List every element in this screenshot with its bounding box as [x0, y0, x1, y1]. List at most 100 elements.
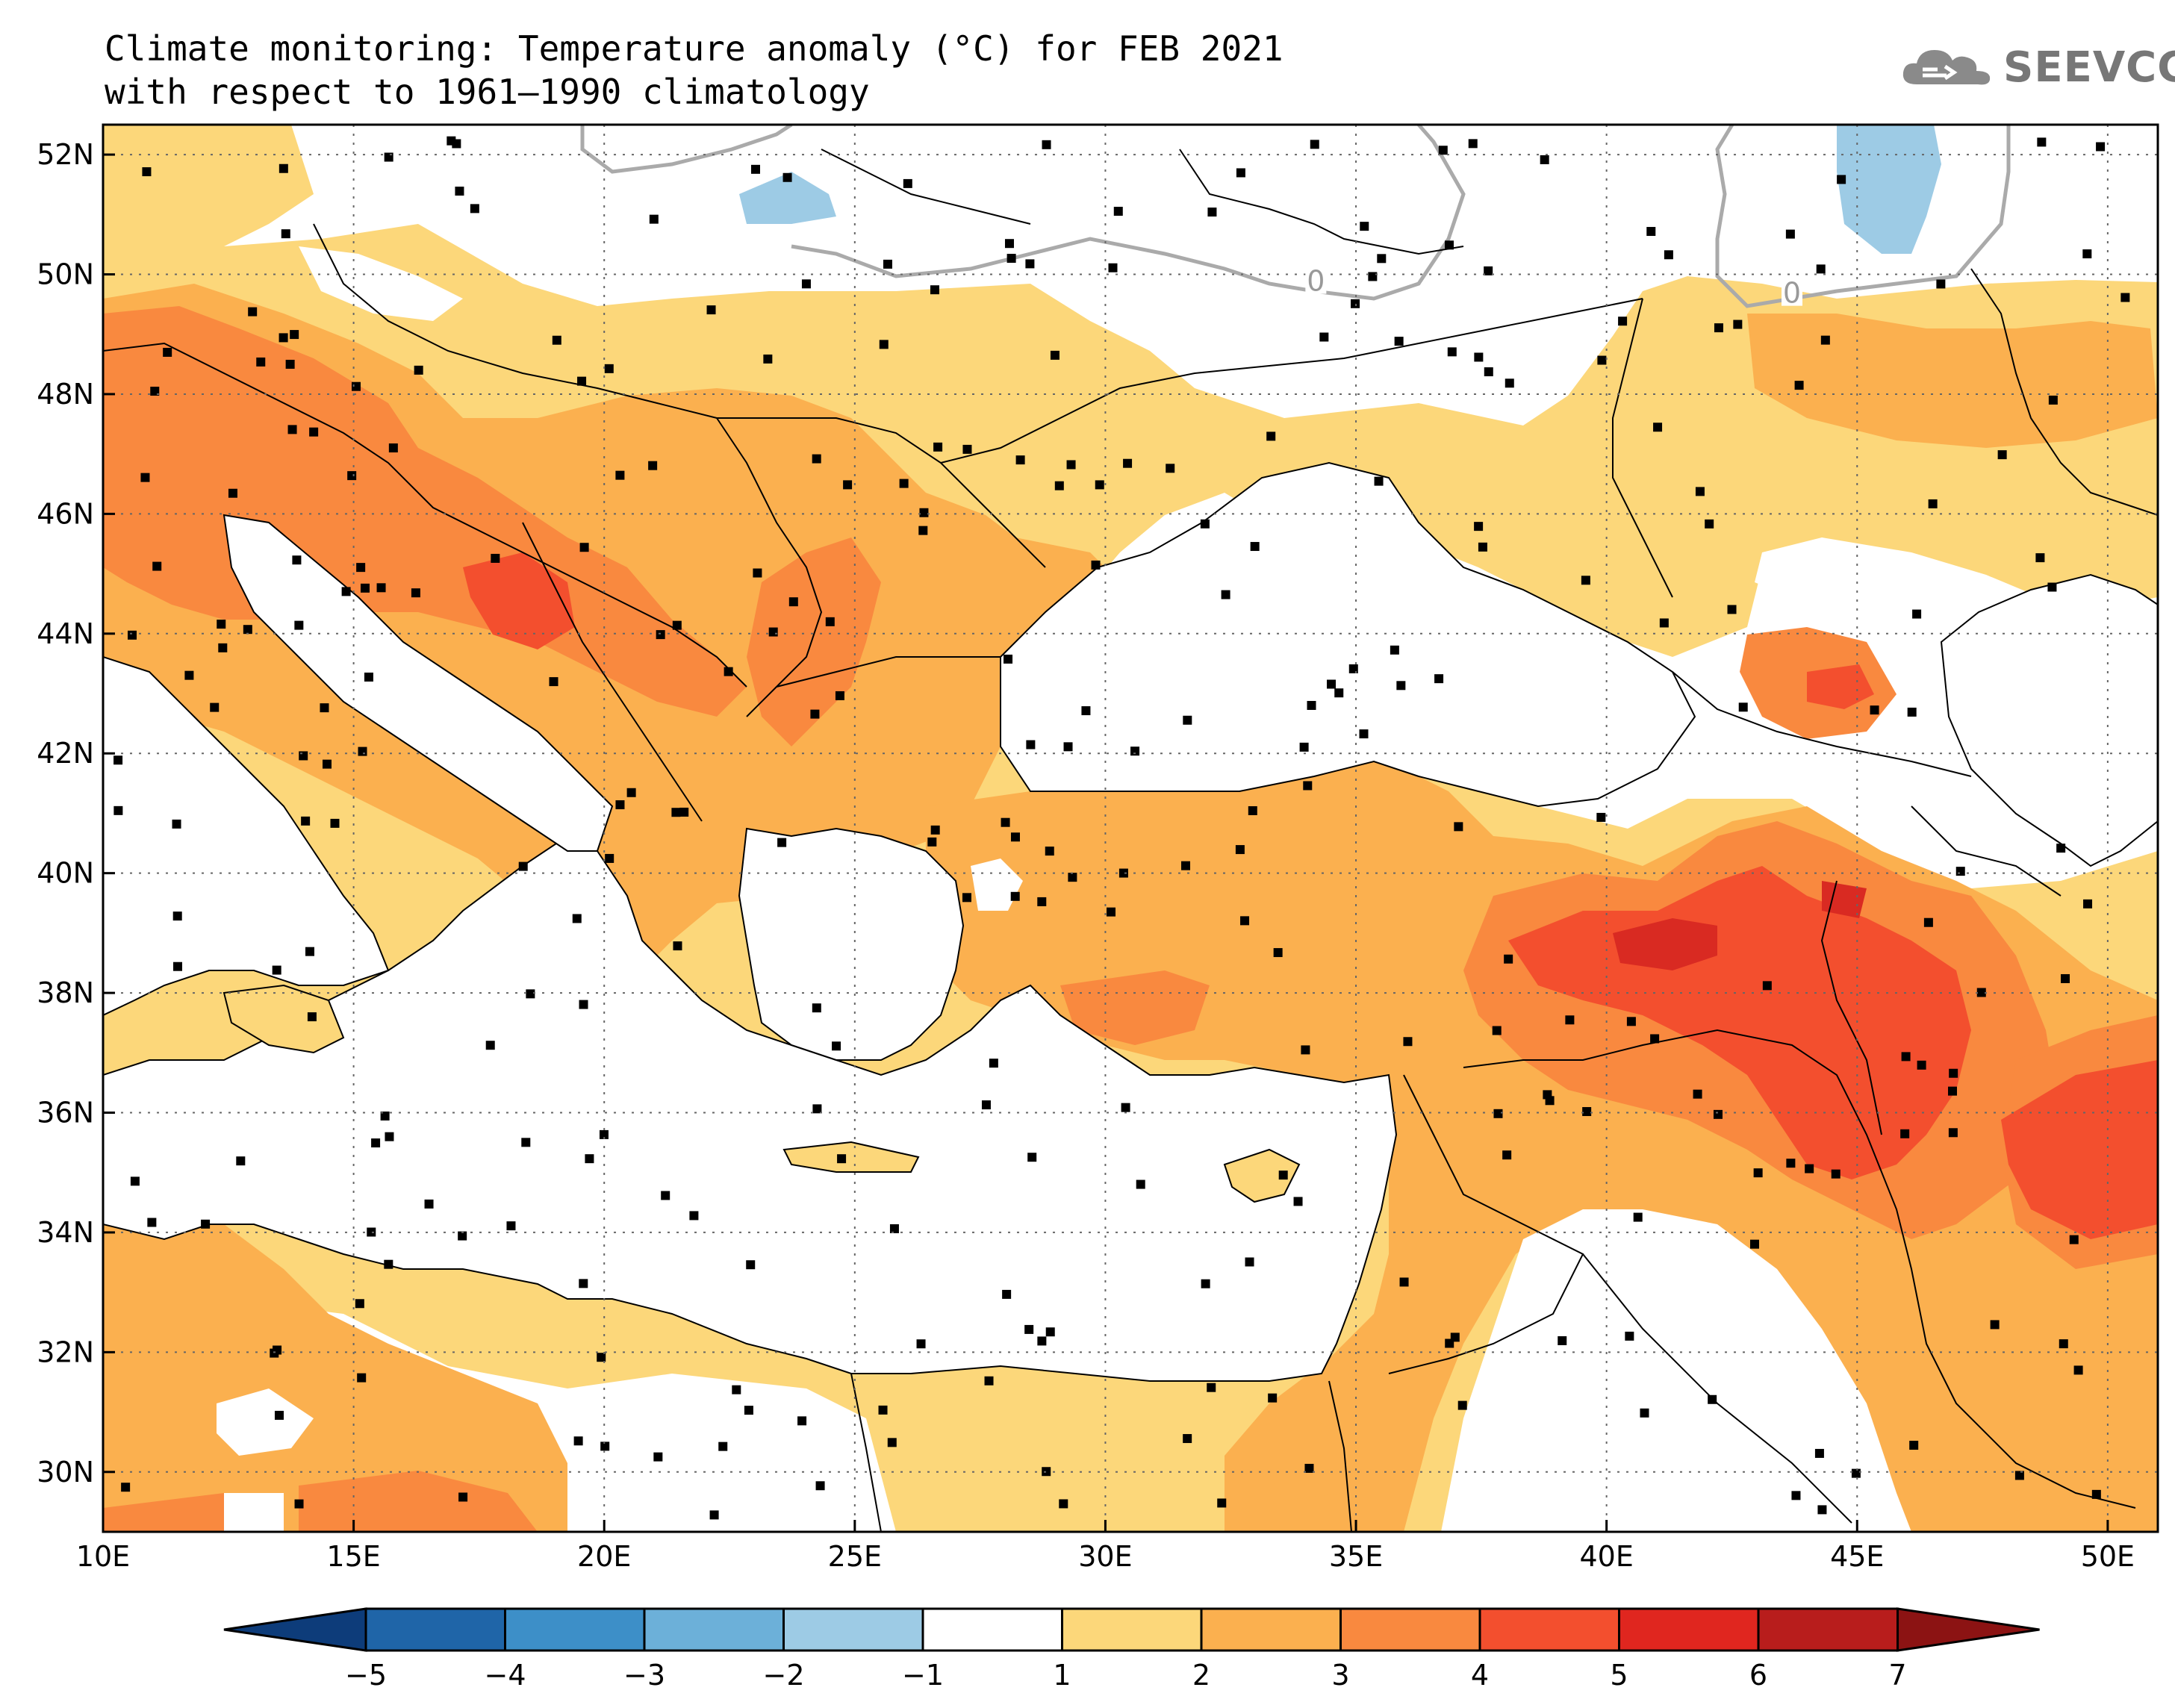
station-marker [1310, 140, 1319, 149]
station-marker [801, 279, 811, 289]
station-marker [1831, 1169, 1840, 1179]
station-marker [1664, 250, 1673, 260]
lat-tick-label: 46N [37, 497, 94, 530]
station-marker [962, 893, 971, 903]
station-marker [1063, 742, 1073, 752]
station-marker [1025, 259, 1035, 269]
station-marker [364, 672, 373, 682]
station-marker [1907, 707, 1917, 717]
anomaly-band-5-6 [1613, 881, 1867, 970]
station-marker [1948, 1128, 1958, 1138]
station-marker [1360, 222, 1369, 231]
station-marker [599, 1129, 609, 1139]
station-marker [384, 1259, 393, 1269]
station-marker [2096, 142, 2106, 152]
station-marker [648, 461, 658, 470]
station-marker [1582, 1107, 1592, 1117]
station-marker [526, 989, 535, 999]
station-marker [1733, 320, 1743, 329]
station-marker [930, 285, 939, 295]
station-marker [452, 139, 461, 149]
station-marker [1268, 1393, 1278, 1403]
colorbar-segment [1757, 1607, 1899, 1652]
colorbar-segment [1061, 1607, 1203, 1652]
station-marker [1955, 867, 1965, 876]
station-marker [883, 259, 892, 269]
station-marker [1293, 1197, 1303, 1206]
station-marker [1390, 645, 1399, 655]
station-marker [1399, 1277, 1409, 1287]
colorbar-label: 5 [1610, 1659, 1628, 1692]
station-marker [173, 961, 183, 971]
station-marker [1118, 868, 1128, 878]
station-marker [1183, 715, 1192, 725]
station-marker [1708, 1394, 1717, 1404]
station-marker [1457, 1400, 1467, 1410]
station-marker [724, 667, 733, 676]
station-marker [812, 1104, 822, 1114]
station-marker [1299, 742, 1309, 752]
station-marker [1374, 476, 1384, 486]
station-marker [1166, 464, 1175, 473]
station-marker [832, 1041, 841, 1051]
lat-tick-label: 50N [37, 258, 94, 291]
station-marker [2035, 553, 2045, 563]
station-marker [1785, 229, 1795, 239]
station-marker [672, 620, 682, 630]
station-marker [1705, 519, 1714, 529]
station-marker [351, 381, 361, 391]
station-marker [1493, 1109, 1503, 1118]
station-marker [656, 630, 665, 640]
station-marker [411, 588, 420, 598]
station-marker [1596, 812, 1606, 822]
station-marker [210, 702, 220, 712]
station-marker [1917, 1060, 1926, 1070]
station-marker [1207, 208, 1217, 217]
station-marker [2091, 1489, 2101, 1499]
station-marker [585, 1154, 594, 1164]
lat-tick-label: 40N [37, 857, 94, 890]
station-marker [1540, 155, 1549, 164]
station-marker [140, 473, 150, 482]
station-marker [1001, 817, 1010, 827]
map-frame [102, 123, 2159, 1533]
station-marker [604, 364, 614, 373]
station-marker [1928, 499, 1938, 508]
station-marker [1936, 279, 1946, 289]
station-marker [1403, 1037, 1413, 1047]
station-marker [1794, 381, 1804, 390]
station-marker [1693, 1089, 1702, 1099]
station-marker [919, 508, 929, 517]
station-marker [1434, 674, 1444, 684]
colorbar-segment [504, 1607, 646, 1652]
station-marker [1107, 907, 1116, 917]
station-marker [615, 800, 625, 810]
contour-label: 0 [1307, 265, 1325, 298]
colorbar-segment [1618, 1607, 1760, 1652]
station-marker [899, 479, 909, 488]
colorbar-segment [643, 1607, 785, 1652]
station-marker [930, 825, 940, 835]
station-marker [358, 747, 367, 756]
station-marker [1368, 272, 1378, 281]
station-marker [1923, 917, 1933, 927]
station-marker [147, 1218, 157, 1227]
colorbar-label: −5 [345, 1659, 387, 1692]
station-marker [127, 630, 137, 640]
station-marker [201, 1219, 211, 1229]
station-marker [355, 1299, 364, 1309]
station-marker [579, 1279, 588, 1288]
station-marker [1814, 1448, 1824, 1458]
station-marker [916, 1339, 926, 1349]
lat-tick-label: 34N [37, 1216, 94, 1249]
station-marker [1438, 146, 1448, 155]
station-marker [1351, 299, 1360, 308]
station-marker [981, 1100, 991, 1110]
seevccc-logo: SEEVCCC [1900, 41, 2175, 93]
station-marker [376, 583, 386, 593]
lon-tick-label: 40E [1579, 1540, 1633, 1573]
station-marker [458, 1492, 468, 1502]
station-marker [301, 816, 311, 826]
station-marker [424, 1199, 434, 1209]
station-marker [1278, 1171, 1288, 1180]
